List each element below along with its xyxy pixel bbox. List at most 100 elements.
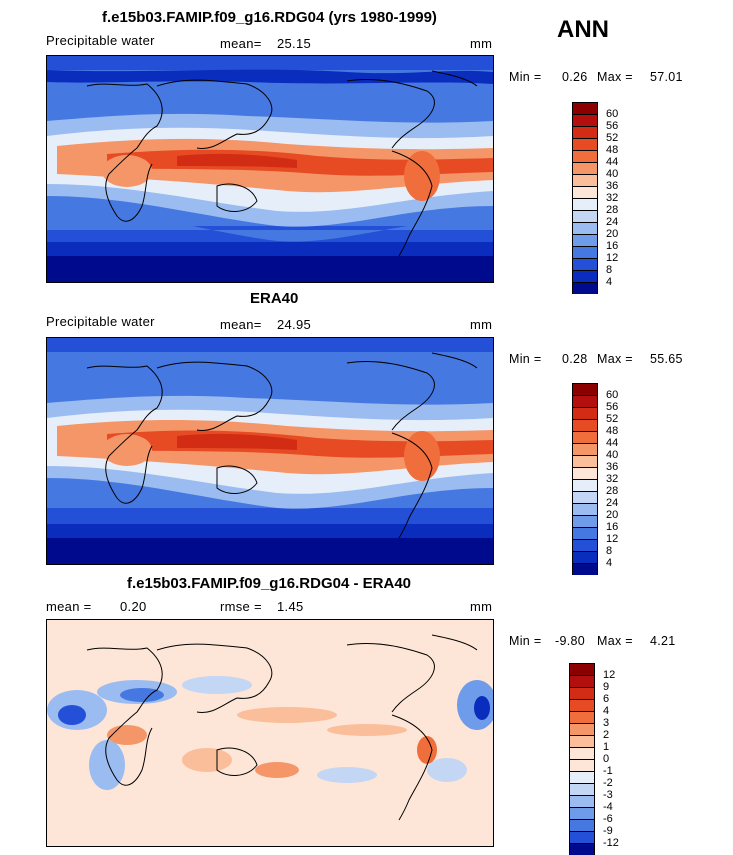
panel3-mean-label: mean = xyxy=(46,599,92,614)
diff-field xyxy=(47,620,493,846)
panel2-mean-value: 24.95 xyxy=(277,317,312,332)
colorbar-tick-label: 48 xyxy=(606,425,619,437)
colorbar-tick-label: 36 xyxy=(606,180,619,192)
colorbar-swatch xyxy=(572,162,598,174)
colorbar-tick-label: 32 xyxy=(606,192,619,204)
colorbar-tick-label: 9 xyxy=(603,681,610,693)
colorbar-tick-label: 20 xyxy=(606,228,619,240)
colorbar-swatch xyxy=(572,114,598,126)
panel3-rmse-label: rmse = xyxy=(220,599,262,614)
colorbar-swatch xyxy=(572,515,598,527)
colorbar-tick-label: -1 xyxy=(603,765,613,777)
colorbar-swatch xyxy=(569,699,595,711)
colorbar-swatch xyxy=(569,843,595,855)
panel1-max-value: 57.01 xyxy=(650,70,683,84)
colorbar-tick-label: 2 xyxy=(603,729,610,741)
colorbar-swatch xyxy=(569,675,595,687)
colorbar-tick-label: 8 xyxy=(606,264,613,276)
panel3-rmse-value: 1.45 xyxy=(277,599,304,614)
colorbar-tick-label: 56 xyxy=(606,120,619,132)
colorbar-tick-label: 1 xyxy=(603,741,610,753)
colorbar-tick-label: 44 xyxy=(606,156,619,168)
colorbar-tick-label: 28 xyxy=(606,485,619,497)
panel1-field-label: Precipitable water xyxy=(46,33,155,48)
panel2-unit: mm xyxy=(470,317,493,332)
colorbar-tick-label: 52 xyxy=(606,132,619,144)
panel1-min-value: 0.26 xyxy=(562,70,588,84)
colorbar-swatch xyxy=(569,747,595,759)
colorbar-swatch xyxy=(572,395,598,407)
colorbar-swatch xyxy=(572,186,598,198)
panel3-max-value: 4.21 xyxy=(650,634,676,648)
colorbar-swatch xyxy=(572,198,598,210)
colorbar-tick-label: 16 xyxy=(606,240,619,252)
panel1-min-label: Min = xyxy=(509,70,542,84)
colorbar-swatch xyxy=(572,138,598,150)
colorbar-tick-label: -3 xyxy=(603,789,613,801)
colorbar-tick-label: 12 xyxy=(606,533,619,545)
colorbar-swatch xyxy=(569,783,595,795)
panel2-min-value: 0.28 xyxy=(562,352,588,366)
panel2-map xyxy=(46,337,494,565)
colorbar-swatch xyxy=(569,795,595,807)
colorbar-tick-label: 8 xyxy=(606,545,613,557)
colorbar-swatch xyxy=(572,126,598,138)
colorbar-tick-label: 40 xyxy=(606,168,619,180)
colorbar-tick-label: 28 xyxy=(606,204,619,216)
colorbar-swatch xyxy=(569,723,595,735)
colorbar-swatch xyxy=(572,222,598,234)
colorbar-tick-label: 32 xyxy=(606,473,619,485)
pw-field xyxy=(47,56,493,282)
panel3-min-label: Min = xyxy=(509,634,542,648)
colorbar-tick-label: 4 xyxy=(606,276,613,288)
colorbar-tick-label: 36 xyxy=(606,461,619,473)
colorbar-swatch xyxy=(572,102,598,114)
colorbar-tick-label: 44 xyxy=(606,437,619,449)
colorbar-swatch xyxy=(572,150,598,162)
colorbar-tick-label: -4 xyxy=(603,801,613,813)
colorbar-swatch xyxy=(572,210,598,222)
panel2-max-value: 55.65 xyxy=(650,352,683,366)
colorbar-swatch xyxy=(572,527,598,539)
coastlines xyxy=(86,352,478,539)
panel1-unit: mm xyxy=(470,36,493,51)
colorbar-swatch xyxy=(569,759,595,771)
colorbar-swatch xyxy=(569,819,595,831)
colorbar-swatch xyxy=(572,443,598,455)
panel2-max-label: Max = xyxy=(597,352,633,366)
colorbar-swatch xyxy=(572,258,598,270)
colorbar-swatch xyxy=(572,467,598,479)
panel1-colorbar: 60 56 52 48 44 40 36 32 28 24 20 16 12 8 4 xyxy=(572,102,618,294)
panel3-mean-value: 0.20 xyxy=(120,599,147,614)
panel3-colorbar: 12 9 6 4 3 2 1 0 -1 -2 -3 -4 -6 -9 -12 xyxy=(569,663,619,855)
colorbar-swatch xyxy=(569,687,595,699)
colorbar-tick-label: 20 xyxy=(606,509,619,521)
colorbar-tick-label: 48 xyxy=(606,144,619,156)
panel3-map xyxy=(46,619,494,847)
colorbar-swatch xyxy=(572,479,598,491)
colorbar-swatch xyxy=(572,383,598,395)
colorbar-tick-label: 3 xyxy=(603,717,610,729)
colorbar-swatch xyxy=(572,503,598,515)
colorbar-swatch xyxy=(572,431,598,443)
colorbar-tick-label: 60 xyxy=(606,108,619,120)
panel2-title: ERA40 xyxy=(250,290,299,307)
colorbar-tick-label: 24 xyxy=(606,497,619,509)
colorbar-swatch xyxy=(572,491,598,503)
panel1-map xyxy=(46,55,494,283)
colorbar-tick-label: 24 xyxy=(606,216,619,228)
colorbar-tick-label: 4 xyxy=(603,705,610,717)
colorbar-swatch xyxy=(572,551,598,563)
colorbar-swatch xyxy=(572,455,598,467)
season-label: ANN xyxy=(557,16,609,43)
colorbar-tick-label: 16 xyxy=(606,521,619,533)
colorbar-swatch xyxy=(569,831,595,843)
panel2-field-label: Precipitable water xyxy=(46,314,155,329)
panel1-mean-value: 25.15 xyxy=(277,36,312,51)
colorbar-tick-label: 12 xyxy=(606,252,619,264)
colorbar-swatch xyxy=(572,234,598,246)
colorbar-swatch xyxy=(572,270,598,282)
colorbar-tick-label: -12 xyxy=(603,837,619,849)
panel1-mean-label: mean= xyxy=(220,36,262,51)
colorbar-tick-label: 12 xyxy=(603,669,616,681)
